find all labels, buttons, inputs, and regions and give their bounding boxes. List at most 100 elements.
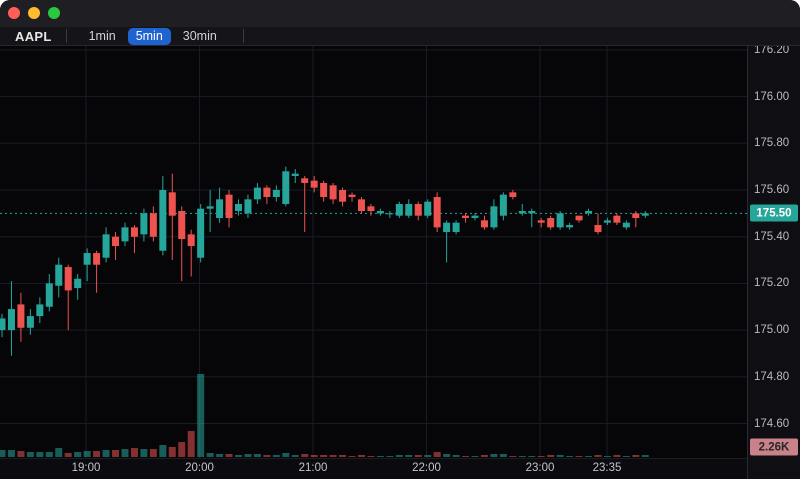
- volume-bar: [272, 455, 280, 457]
- price-tick-label: 176.00: [754, 90, 790, 103]
- volume-bar: [187, 431, 195, 457]
- last-price-badge: 175.50: [750, 204, 798, 222]
- volume-bar: [112, 450, 120, 457]
- volume-bar: [121, 449, 129, 457]
- volume-bar: [130, 448, 138, 457]
- price-axis[interactable]: 176.20 176.00 175.80 175.60 175.40 175.20 175.…: [747, 46, 800, 479]
- toolbar-divider: [242, 29, 244, 43]
- volume-bar: [376, 456, 384, 457]
- volume-bar: [7, 450, 15, 457]
- candle-body: [301, 178, 309, 183]
- candle-body: [348, 194, 356, 198]
- candle-body: [102, 234, 110, 258]
- time-tick-label: 21:00: [298, 462, 328, 474]
- candle-body: [499, 194, 507, 216]
- candle-body: [547, 218, 555, 228]
- volume-bar: [26, 452, 34, 457]
- candle-body: [566, 225, 574, 228]
- candle-body: [83, 253, 91, 265]
- candle-body: [17, 304, 25, 328]
- volume-bar: [244, 454, 252, 457]
- title-bar[interactable]: [0, 0, 800, 27]
- candle-body: [159, 190, 167, 251]
- candle-body: [329, 185, 337, 200]
- time-axis[interactable]: 19:00 20:00 21:00 22:00 23:00 23:35: [0, 458, 747, 479]
- candle-body: [272, 190, 280, 198]
- minimize-window-icon[interactable]: [28, 7, 40, 19]
- timeframe-button-5min[interactable]: 5min: [127, 27, 171, 45]
- volume-bar: [159, 445, 167, 457]
- volume-bar: [55, 448, 63, 457]
- candle-body: [632, 213, 640, 219]
- price-tick-label: 175.20: [754, 277, 790, 290]
- candle-body: [433, 197, 441, 228]
- volume-bar: [613, 455, 621, 457]
- candle-body: [0, 318, 6, 331]
- candle-body: [263, 187, 271, 198]
- volume-bar: [74, 452, 82, 457]
- candle-body: [36, 304, 44, 317]
- candle-body: [235, 204, 242, 212]
- close-window-icon[interactable]: [8, 7, 20, 19]
- candle-body: [622, 222, 630, 228]
- volume-bar: [594, 455, 602, 457]
- volume-bar: [206, 453, 214, 457]
- volume-bar: [471, 456, 479, 457]
- volume-bar: [348, 456, 356, 457]
- volume-bar: [462, 456, 470, 457]
- time-tick-label: 23:35: [592, 462, 622, 474]
- volume-bar: [168, 447, 176, 457]
- candle-body: [556, 213, 564, 228]
- candle-body: [490, 206, 498, 228]
- candle-body: [386, 213, 394, 215]
- candle-body: [339, 190, 347, 202]
- volume-bar: [263, 455, 271, 457]
- volume-bar: [235, 455, 242, 457]
- volume-bar: [452, 455, 460, 457]
- symbol-label[interactable]: AAPL: [15, 28, 52, 44]
- volume-bar: [566, 456, 574, 457]
- volume-bar: [310, 455, 318, 457]
- candle-body: [55, 264, 63, 286]
- candle-body: [424, 201, 432, 216]
- candle-body: [74, 278, 82, 289]
- candle-body: [310, 180, 318, 188]
- volume-bar: [622, 456, 630, 457]
- toolbar-divider: [65, 29, 67, 43]
- volume-bar: [149, 449, 157, 457]
- candle-body: [452, 222, 460, 233]
- timeframe-button-30min[interactable]: 30min: [182, 28, 217, 43]
- toolbar: AAPL 1min 5min 30min: [0, 27, 800, 46]
- candle-body: [112, 236, 120, 247]
- candle-body: [509, 192, 517, 198]
- candle-body: [528, 211, 536, 214]
- candle-body: [537, 220, 545, 223]
- zoom-window-icon[interactable]: [48, 7, 60, 19]
- candle-body: [613, 215, 621, 223]
- candle-body: [471, 215, 479, 219]
- volume-bar: [395, 455, 403, 457]
- volume-bar: [216, 454, 224, 457]
- timeframe-button-1min[interactable]: 1min: [88, 28, 116, 43]
- last-volume-badge: 2.26K: [750, 438, 798, 456]
- volume-bar: [433, 452, 441, 457]
- price-tick-label: 174.80: [754, 370, 790, 383]
- candle-body: [7, 309, 15, 331]
- candle-body: [518, 211, 526, 214]
- candlestick-chart[interactable]: [0, 46, 747, 479]
- volume-bar: [585, 456, 593, 457]
- candle-body: [376, 211, 384, 214]
- candle-body: [130, 227, 138, 237]
- volume-bar: [528, 456, 536, 457]
- candle-body: [480, 220, 488, 228]
- price-tick-label: 174.60: [754, 417, 790, 430]
- candle-body: [45, 283, 53, 307]
- candle-body: [168, 192, 176, 216]
- volume-bar: [339, 455, 347, 457]
- volume-bar: [632, 455, 640, 457]
- volume-bar: [17, 451, 25, 457]
- window-controls: [8, 7, 60, 19]
- volume-bar: [490, 454, 498, 457]
- volume-bar: [641, 455, 649, 457]
- candle-body: [244, 199, 252, 214]
